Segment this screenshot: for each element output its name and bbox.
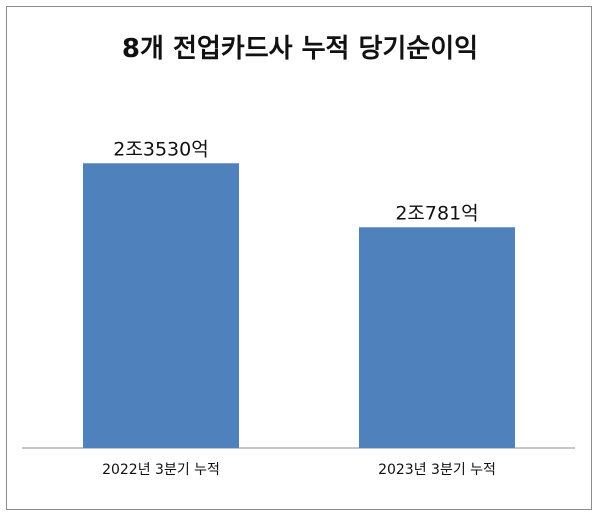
x-tick-label-2: 2023년 3분기 누적: [378, 462, 496, 478]
x-tick-label-1: 2022년 3분기 누적: [102, 462, 220, 478]
data-label-2: 2조781억: [395, 202, 478, 224]
bar-1: [83, 163, 239, 448]
bar-2: [359, 227, 515, 448]
chart-title: 8개 전업카드사 누적 당기순이익: [121, 34, 479, 64]
data-label-1: 2조3530억: [113, 138, 208, 160]
